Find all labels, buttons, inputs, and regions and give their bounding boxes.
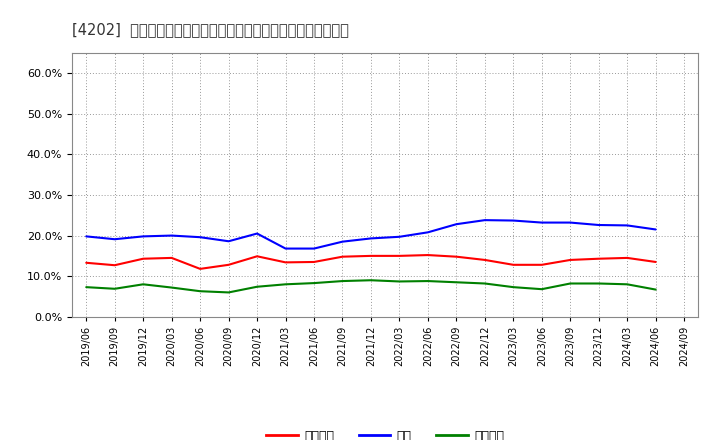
買入債務 xyxy=(652,287,660,292)
在庫 xyxy=(452,222,461,227)
売上債権 xyxy=(139,256,148,261)
買入債務 xyxy=(282,282,290,287)
買入債務 xyxy=(595,281,603,286)
在庫 xyxy=(395,234,404,239)
売上債権 xyxy=(595,256,603,261)
在庫 xyxy=(623,223,631,228)
売上債権 xyxy=(537,262,546,268)
売上債権 xyxy=(225,262,233,268)
買入債務 xyxy=(110,286,119,291)
在庫 xyxy=(423,230,432,235)
売上債権 xyxy=(366,253,375,259)
売上債権 xyxy=(338,254,347,259)
売上債権 xyxy=(196,266,204,271)
Line: 売上債権: 売上債権 xyxy=(86,255,656,269)
Line: 在庫: 在庫 xyxy=(86,220,656,249)
在庫 xyxy=(509,218,518,223)
買入債務 xyxy=(366,278,375,283)
買入債務 xyxy=(537,286,546,292)
在庫 xyxy=(282,246,290,251)
在庫 xyxy=(82,234,91,239)
売上債権 xyxy=(623,255,631,260)
買入債務 xyxy=(509,285,518,290)
買入債務 xyxy=(82,285,91,290)
在庫 xyxy=(110,237,119,242)
売上債権 xyxy=(423,253,432,258)
在庫 xyxy=(225,238,233,244)
売上債権 xyxy=(110,263,119,268)
在庫 xyxy=(652,227,660,232)
売上債権 xyxy=(253,253,261,259)
在庫 xyxy=(139,234,148,239)
買入債務 xyxy=(253,284,261,290)
売上債権 xyxy=(395,253,404,259)
在庫 xyxy=(310,246,318,251)
買入債務 xyxy=(623,282,631,287)
買入債務 xyxy=(225,290,233,295)
在庫 xyxy=(537,220,546,225)
買入債務 xyxy=(167,285,176,290)
買入債務 xyxy=(452,280,461,285)
在庫 xyxy=(253,231,261,236)
売上債権 xyxy=(480,257,489,263)
売上債権 xyxy=(452,254,461,259)
売上債権 xyxy=(82,260,91,265)
買入債務 xyxy=(139,282,148,287)
Line: 買入債務: 買入債務 xyxy=(86,280,656,293)
買入債務 xyxy=(338,279,347,284)
在庫 xyxy=(366,236,375,241)
在庫 xyxy=(338,239,347,244)
売上債権 xyxy=(282,260,290,265)
買入債務 xyxy=(480,281,489,286)
Text: [4202]  売上債権、在庫、買入債務の総資産に対する比率の推移: [4202] 売上債権、在庫、買入債務の総資産に対する比率の推移 xyxy=(72,22,349,37)
Legend: 売上債権, 在庫, 買入債務: 売上債権, 在庫, 買入債務 xyxy=(261,425,509,440)
在庫 xyxy=(566,220,575,225)
買入債務 xyxy=(310,280,318,286)
在庫 xyxy=(167,233,176,238)
在庫 xyxy=(595,222,603,227)
売上債権 xyxy=(167,255,176,260)
売上債権 xyxy=(310,259,318,264)
在庫 xyxy=(196,235,204,240)
売上債権 xyxy=(566,257,575,263)
買入債務 xyxy=(196,289,204,294)
売上債権 xyxy=(652,259,660,264)
買入債務 xyxy=(395,279,404,284)
買入債務 xyxy=(423,279,432,284)
買入債務 xyxy=(566,281,575,286)
在庫 xyxy=(480,217,489,223)
売上債権 xyxy=(509,262,518,268)
